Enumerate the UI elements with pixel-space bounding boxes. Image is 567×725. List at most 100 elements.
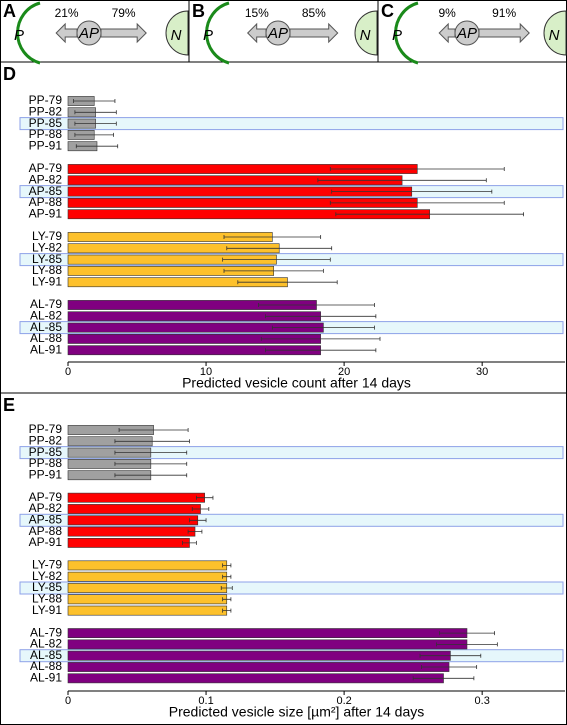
row-label: AP-85: [29, 184, 63, 198]
x-tick-label: 0: [65, 366, 71, 378]
error-bar: [182, 540, 197, 545]
row-label: AP-82: [29, 172, 63, 186]
bar: [67, 504, 201, 514]
bar: [67, 526, 196, 537]
error-bar: [223, 235, 322, 239]
row-label: LY-91: [32, 274, 62, 288]
row-label: AL-85: [30, 648, 62, 662]
right-pct: 91%: [492, 6, 516, 20]
x-tick-label: 0.1: [198, 695, 213, 707]
error-bar: [331, 189, 493, 194]
row-label: LY-85: [32, 580, 62, 594]
row-label: LY-91: [32, 603, 62, 617]
row-label: AL-79: [30, 297, 62, 311]
x-tick-label: 0.2: [336, 695, 351, 707]
error-bar: [421, 665, 478, 669]
bar: [67, 662, 450, 672]
n-label: N: [360, 27, 371, 44]
left-pct: 9%: [438, 6, 456, 20]
error-bar: [191, 507, 210, 511]
error-bar: [187, 529, 203, 534]
bar: [67, 673, 444, 684]
error-bar: [222, 563, 232, 568]
error-bar: [74, 110, 117, 115]
error-bar: [412, 676, 475, 681]
row-label: AP-91: [29, 535, 63, 549]
error-bar: [74, 132, 114, 137]
error-bar: [223, 268, 324, 273]
error-bar: [114, 473, 188, 478]
ap-circle: [265, 20, 291, 46]
bar: [67, 639, 468, 650]
bar: [67, 583, 228, 593]
error-bar: [258, 303, 375, 307]
row-label: LY-85: [32, 252, 62, 266]
p-arc: [394, 1, 419, 65]
right-arrow: [478, 22, 530, 44]
x-tick-label: 0.3: [475, 695, 490, 707]
error-bar: [114, 450, 188, 455]
panel-letter: D: [3, 64, 16, 84]
row-label: AL-91: [30, 670, 62, 684]
bar: [67, 650, 451, 661]
n-label: N: [171, 27, 182, 44]
bar: [67, 571, 228, 582]
bar: [67, 560, 228, 571]
p-label: P: [14, 27, 24, 44]
right-arrow: [100, 22, 147, 44]
x-tick-label: 30: [476, 366, 488, 378]
ap-label: AP: [456, 25, 477, 42]
error-bar: [222, 608, 232, 613]
error-bar: [265, 314, 377, 319]
error-bar: [265, 348, 377, 353]
error-bar: [317, 178, 487, 183]
right-pct: 79%: [112, 6, 136, 20]
row-label: AL-82: [30, 637, 62, 651]
error-bar: [222, 257, 331, 262]
error-bar: [335, 212, 524, 217]
error-bar: [195, 495, 214, 500]
error-bar: [220, 586, 233, 590]
p-label: P: [392, 27, 402, 44]
row-label: PP-91: [29, 467, 63, 481]
error-bar: [226, 246, 333, 251]
row-label: AL-82: [30, 308, 62, 322]
panel-letter: B: [192, 1, 205, 21]
row-label: AP-91: [29, 206, 63, 220]
bar: [67, 594, 228, 605]
row-label: PP-91: [29, 138, 63, 152]
row-label: AP-79: [29, 161, 63, 175]
error-bar: [189, 518, 207, 523]
row-label: PP-88: [29, 127, 63, 141]
ap-label: AP: [267, 25, 288, 42]
error-bar: [329, 167, 505, 171]
left-arrow: [55, 22, 78, 44]
error-bar: [75, 144, 119, 149]
x-axis-label: Predicted vesicle size [µm²] after 14 da…: [169, 704, 425, 720]
n-shape: [354, 10, 378, 56]
ap-circle: [454, 20, 480, 46]
row-label: PP-88: [29, 456, 63, 470]
x-axis-label: Predicted vesicle count after 14 days: [182, 375, 411, 391]
ap-label: AP: [78, 25, 99, 42]
left-pct: 21%: [55, 6, 79, 20]
error-bar: [74, 121, 117, 126]
row-label: LY-82: [32, 240, 62, 254]
ap-circle: [76, 20, 102, 46]
error-bar: [438, 631, 495, 636]
error-bar: [436, 642, 498, 647]
error-bar: [73, 99, 116, 103]
row-label: LY-82: [32, 569, 62, 583]
n-shape: [165, 10, 189, 56]
error-bar: [237, 280, 338, 285]
n-label: N: [549, 27, 560, 44]
error-bar: [222, 574, 232, 579]
panel-letter: A: [3, 1, 16, 21]
panel-letter: E: [3, 395, 15, 415]
p-arc: [205, 1, 230, 65]
row-label: AL-79: [30, 625, 62, 639]
highlight-box: [19, 446, 564, 460]
error-bar: [114, 461, 188, 466]
left-arrow: [246, 22, 267, 44]
row-label: AP-88: [29, 195, 63, 209]
